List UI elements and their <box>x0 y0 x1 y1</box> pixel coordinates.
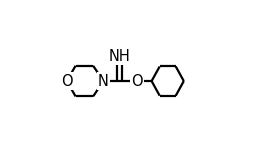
Text: NH: NH <box>108 49 130 64</box>
Text: O: O <box>61 74 72 89</box>
Text: N: N <box>98 74 108 89</box>
Text: O: O <box>131 74 142 89</box>
